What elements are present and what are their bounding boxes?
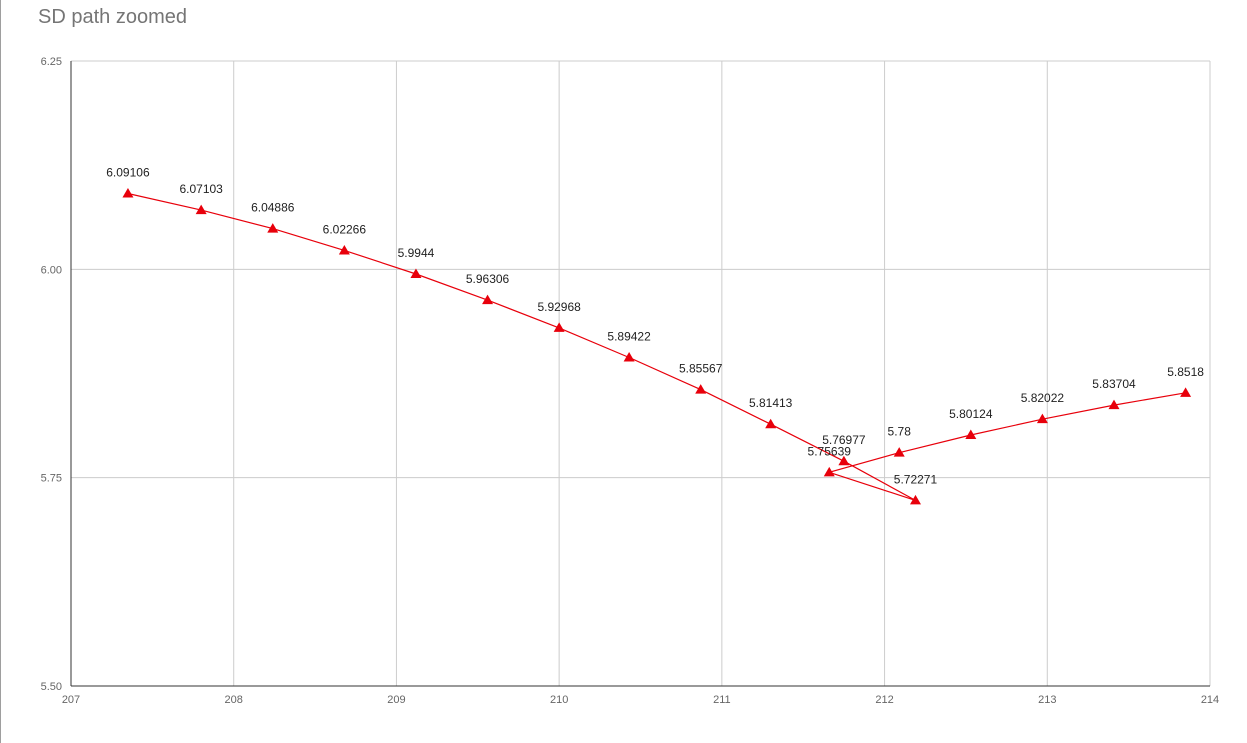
data-point-marker [838,455,850,466]
data-label: 6.04886 [251,201,295,215]
data-point-marker [410,268,422,278]
x-tick-label: 210 [550,694,568,706]
data-label: 5.72271 [894,472,938,486]
data-point-marker [338,244,350,255]
data-label: 5.92968 [537,300,581,314]
y-tick-label: 5.75 [41,473,62,485]
data-label: 5.96306 [466,272,510,286]
data-point-marker [1180,387,1192,397]
data-label: 5.8518 [1167,365,1204,379]
x-tick-label: 207 [62,694,80,706]
data-point-marker [122,187,134,198]
data-label: 5.81413 [749,396,793,410]
series-line [127,192,1186,501]
data-label: 5.9944 [398,246,435,260]
data-point-marker [553,322,565,332]
chart-title: SD path zoomed [38,6,187,28]
x-tick-label: 214 [1201,694,1219,706]
data-label: 5.76977 [822,433,866,447]
data-label: 5.80124 [949,407,993,421]
data-label: 6.02266 [323,222,367,236]
data-point-marker [909,494,921,505]
x-tick-label: 208 [225,694,243,706]
data-point-marker [267,223,279,233]
x-tick-label: 212 [875,694,893,706]
grid-lines [71,60,1211,686]
axes [70,61,1210,687]
data-label: 6.09106 [106,165,150,179]
data-label: 5.85567 [679,362,723,376]
data-label: 5.78 [888,425,912,439]
data-label: 6.07103 [179,182,223,196]
data-point-marker [482,294,494,305]
data-label: 5.75639 [808,444,852,458]
x-tick-label: 213 [1038,694,1056,706]
data-point-marker [765,418,777,429]
data-point-marker [1036,413,1048,424]
data-point-marker [1108,399,1120,410]
data-point-marker [893,447,905,457]
data-points [122,187,1192,505]
data-point-marker [623,351,635,362]
tick-labels: 207 208 209 210 211 212 213 214 5.50 5.75 6.00 6.25 [41,56,1220,706]
y-tick-label: 5.50 [41,681,62,693]
series-line-group [127,192,1186,501]
data-point-marker [965,429,977,439]
x-tick-label: 209 [387,694,405,706]
y-tick-label: 6.00 [41,264,62,276]
x-tick-label: 211 [713,694,731,706]
frame-border [0,0,1,743]
data-point-marker [695,384,707,394]
data-label: 5.83704 [1092,377,1136,391]
data-labels: 6.09106 6.07103 6.04886 6.02266 5.9944 5.9630… [106,165,1204,486]
data-point-marker [195,204,207,215]
y-tick-label: 6.25 [41,56,62,68]
data-label: 5.82022 [1021,391,1065,405]
data-label: 5.89422 [607,329,651,343]
data-point-marker [823,466,835,477]
